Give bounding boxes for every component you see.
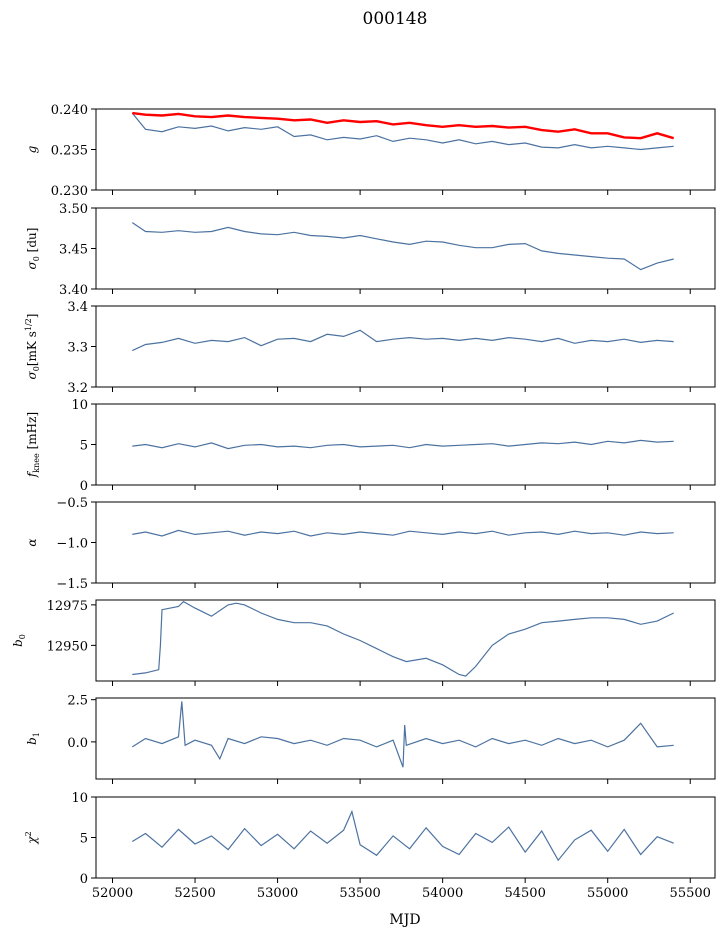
xtick-label-1: 52000	[92, 886, 133, 901]
panel-4-series-1-line	[132, 439, 674, 450]
panel-1-frame	[95, 108, 716, 191]
panel-3-ytick-label-2: 3.3	[67, 341, 88, 356]
y-axis-label-8: χ2	[24, 831, 39, 844]
panel-5-ytick-label-1: −1.5	[56, 577, 88, 592]
y-axis-label-7: b1	[25, 732, 41, 745]
panel-4-ytick-label-3: 10	[71, 398, 88, 413]
panel-4-ytick-label-1: 0	[80, 479, 88, 494]
panel-4-ytick-label-2: 5	[80, 439, 88, 454]
x-axis-label: MJD	[389, 912, 420, 928]
panel-2-ytick-label-3: 3.50	[59, 202, 88, 217]
panel-2-frame	[95, 207, 716, 290]
panel-6-series-1-line	[132, 600, 674, 677]
panel-8-ytick-label-3: 10	[71, 791, 88, 806]
panel-6-frame	[95, 599, 716, 682]
figure-title: 000148	[363, 9, 428, 29]
panel-7-ytick-label-1: 0.0	[67, 736, 88, 751]
panel-7-series-1-line	[131, 701, 674, 768]
y-axis-label-2: σ0 [du]	[25, 228, 41, 270]
panel-4-frame	[95, 403, 716, 486]
xtick-label-7: 55000	[587, 886, 628, 901]
panel-6-ytick-label-2: 12975	[47, 599, 88, 614]
xtick-label-3: 53000	[257, 886, 298, 901]
y-axis-label-4: fknee [mHz]	[25, 412, 41, 478]
panel-8-ytick-label-1: 0	[80, 872, 88, 887]
panel-1-series-1-line	[131, 112, 674, 151]
y-axis-label-6: b0	[11, 634, 27, 647]
panel-1-ytick-label-3: 0.240	[51, 103, 88, 118]
panel-5-series-1-line	[132, 529, 674, 537]
panel-8-frame	[95, 796, 716, 879]
panel-3-frame	[95, 305, 716, 388]
panel-5-ytick-label-2: −1.0	[56, 537, 88, 552]
xtick-label-8: 55500	[670, 886, 711, 901]
panel-5-ytick-label-3: −0.5	[56, 496, 88, 511]
panel-8-ytick-label-2: 5	[80, 832, 88, 847]
panel-2-ytick-label-1: 3.40	[59, 283, 88, 298]
panel-2-ytick-label-2: 3.45	[59, 243, 88, 258]
y-axis-label-5: α	[25, 538, 39, 546]
xtick-label-6: 54500	[504, 886, 545, 901]
y-axis-label-3: σ0[mK s1/2]	[24, 314, 41, 380]
panel-8-series-1-line	[131, 809, 674, 862]
xtick-label-5: 54000	[422, 886, 463, 901]
panel-5-frame	[95, 501, 716, 584]
panel-7-frame	[95, 697, 716, 780]
panel-1-ytick-label-1: 0.230	[51, 184, 88, 199]
panel-1-ytick-label-2: 0.235	[51, 144, 88, 159]
panel-3-ytick-label-3: 3.4	[67, 300, 88, 315]
xtick-label-2: 52500	[174, 886, 215, 901]
panel-1-series-2-line	[132, 111, 675, 140]
panel-3-ytick-label-1: 3.2	[67, 381, 88, 396]
panel-6-ytick-label-1: 12950	[47, 639, 88, 654]
panel-7-ytick-label-2: 2.5	[67, 694, 88, 709]
xtick-label-4: 53500	[339, 886, 380, 901]
panel-3-series-1-line	[132, 329, 674, 352]
y-axis-label-1: g	[25, 145, 39, 153]
panel-2-series-1-line	[131, 222, 674, 271]
